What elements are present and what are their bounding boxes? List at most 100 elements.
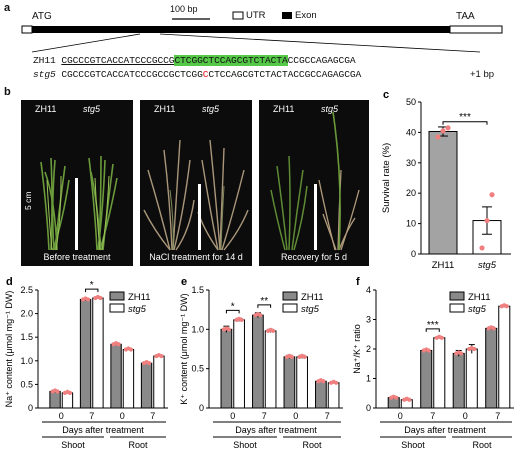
wt-sequence: ZH11 CGCCCGTCACCATCCCGCCGCTCGGCTCCAGCGTC… — [33, 55, 356, 66]
chart-survival-rate: c 0 10 20 30 40 50 Survival rate (%) ZH11 stg5 *** — [381, 89, 511, 271]
legend-swatch-stg5 — [282, 303, 298, 313]
bar-stg5-0 — [233, 319, 245, 409]
mut-seq-post: CTCCAGCGTCTACTACCGCCAGAGCGA — [208, 69, 362, 80]
bar-stg5-2 — [465, 348, 478, 409]
photo1-mut-label: stg5 — [83, 104, 101, 114]
y-tick-label: 1.5 — [20, 332, 33, 342]
data-point — [491, 326, 496, 331]
data-point — [504, 304, 509, 309]
bar-stg5-2 — [122, 348, 135, 409]
wt-seq-post: CCGCCAGAGCGA — [287, 55, 356, 66]
x-tick-label: 7 — [150, 411, 155, 421]
atg-label: ATG — [32, 11, 52, 22]
panel-b-label: b — [4, 86, 11, 98]
x-tick-label-ZH11: ZH11 — [432, 260, 455, 271]
bar-stg5-3 — [498, 305, 511, 409]
data-point — [439, 335, 444, 340]
chart-k-content: e00.51.01.5K⁺ content (μmol mg⁻¹ DW) *** Z… — [179, 276, 343, 450]
x-tick-label: 7 — [430, 411, 435, 421]
y-tick-label: 1.5 — [191, 285, 204, 295]
chart-na-content: d 0 0.5 1.0 1.5 2.0 2.5 Na⁺ content (μmol mg⁻¹ … — [4, 276, 168, 450]
y-tick-label: 0 — [366, 403, 371, 413]
bar-stg5-3 — [327, 382, 340, 409]
x-tick-label: 7 — [89, 411, 94, 421]
bar-ZH11-3 — [140, 362, 153, 409]
panel-e-label: e — [181, 276, 187, 288]
mut-seq-pre: CGCCCGTCACCATCCCGCCGCTCGG — [61, 69, 203, 80]
group-label-root: Root — [128, 440, 148, 450]
data-point — [407, 397, 412, 402]
photo-before-treatment: ZH11 stg5 5 cm Before treatment — [21, 100, 133, 266]
y-tick-label: 40 — [406, 127, 416, 137]
data-point — [435, 134, 441, 140]
y-tick-label: 2 — [366, 344, 371, 354]
bar-ZH11-2 — [110, 343, 122, 409]
photo2-mut-label: stg5 — [202, 104, 220, 114]
data-point — [479, 245, 485, 251]
data-point — [258, 313, 263, 318]
y-tick-label: 1 — [366, 374, 371, 384]
zoom-line-left — [31, 33, 141, 53]
wt-name: ZH11 — [33, 55, 56, 66]
photo-scale-label: 5 cm — [23, 191, 33, 210]
bar-stg5-3 — [153, 355, 165, 409]
data-point — [85, 297, 91, 302]
x-tick-label: 0 — [398, 411, 403, 421]
bar-ZH11-2 — [283, 356, 296, 409]
y-tick-label: 0 — [28, 403, 33, 413]
bar-ZH11-2 — [452, 352, 465, 409]
data-point — [489, 192, 495, 198]
x-tick-label: 7 — [262, 411, 267, 421]
insertion-note: +1 bp — [470, 69, 495, 80]
data-point — [55, 389, 60, 394]
data-point — [440, 128, 446, 134]
y-tick-label: 4 — [366, 285, 371, 295]
y-tick-label: 20 — [406, 188, 416, 198]
bar-stg5-1 — [433, 337, 446, 409]
taa-label: TAA — [456, 11, 475, 22]
significance-bracket — [225, 309, 240, 314]
x-tick-label-stg5: stg5 — [478, 260, 497, 271]
bar-ZH11-0 — [220, 328, 233, 409]
photo1-caption: Before treatment — [43, 252, 111, 262]
sgrna-target-highlight: CTCGGCTCCAGCGTCTACTA — [174, 55, 288, 66]
bar-stg5-1 — [92, 297, 104, 409]
exon — [32, 26, 450, 33]
group-label-shoot: Shoot — [233, 440, 257, 450]
significance-stars: *** — [459, 112, 471, 123]
data-point — [67, 390, 73, 395]
gene-structure-diagram — [21, 11, 503, 53]
y-tick-label: 30 — [406, 158, 416, 168]
legend-swatch-ZH11 — [109, 291, 125, 301]
photo2-caption: NaCl treatment for 14 d — [149, 252, 243, 262]
x-tick-label: 0 — [293, 411, 298, 421]
y-tick-label: 0 — [199, 403, 204, 413]
panel-d-label: d — [6, 276, 13, 288]
utr-legend-label: UTR — [246, 10, 266, 21]
y-axis-label: Na⁺/K⁺ ratio — [352, 324, 362, 374]
bar-ZH11-1 — [79, 298, 92, 409]
data-point — [271, 328, 276, 334]
photo1-wt-label: ZH11 — [35, 104, 57, 114]
photo3-caption: Recovery for 5 d — [280, 252, 348, 262]
photo2-wt-label: ZH11 — [154, 104, 176, 114]
utr-3prime — [449, 25, 503, 34]
data-point — [146, 361, 152, 366]
group-label-shoot: Shoot — [61, 440, 85, 450]
zoom-line-right — [159, 33, 481, 53]
y-tick-label: 1.0 — [191, 324, 204, 334]
bar-ZH11-3 — [485, 327, 498, 409]
y-axis-label: K⁺ content (μmol mg⁻¹ DW) — [179, 293, 189, 404]
legend-swatch-stg5 — [449, 303, 465, 313]
y-tick-label: 0 — [411, 249, 416, 259]
significance-bracket — [85, 288, 99, 293]
x-tick-label: 0 — [59, 411, 64, 421]
data-point — [128, 347, 134, 352]
mutant-sequence: stg5 CGCCCGTCACCATCCCGCCGCTCGGCCTCCAGCGT… — [33, 69, 361, 80]
significance-bracket — [425, 328, 440, 332]
legend-label-stg5: stg5 — [301, 304, 320, 315]
data-point — [116, 342, 121, 347]
legend-label-ZH11: ZH11 — [301, 292, 324, 303]
y-tick-label: 2.5 — [20, 285, 33, 295]
legend-label-ZH11: ZH11 — [128, 292, 151, 303]
